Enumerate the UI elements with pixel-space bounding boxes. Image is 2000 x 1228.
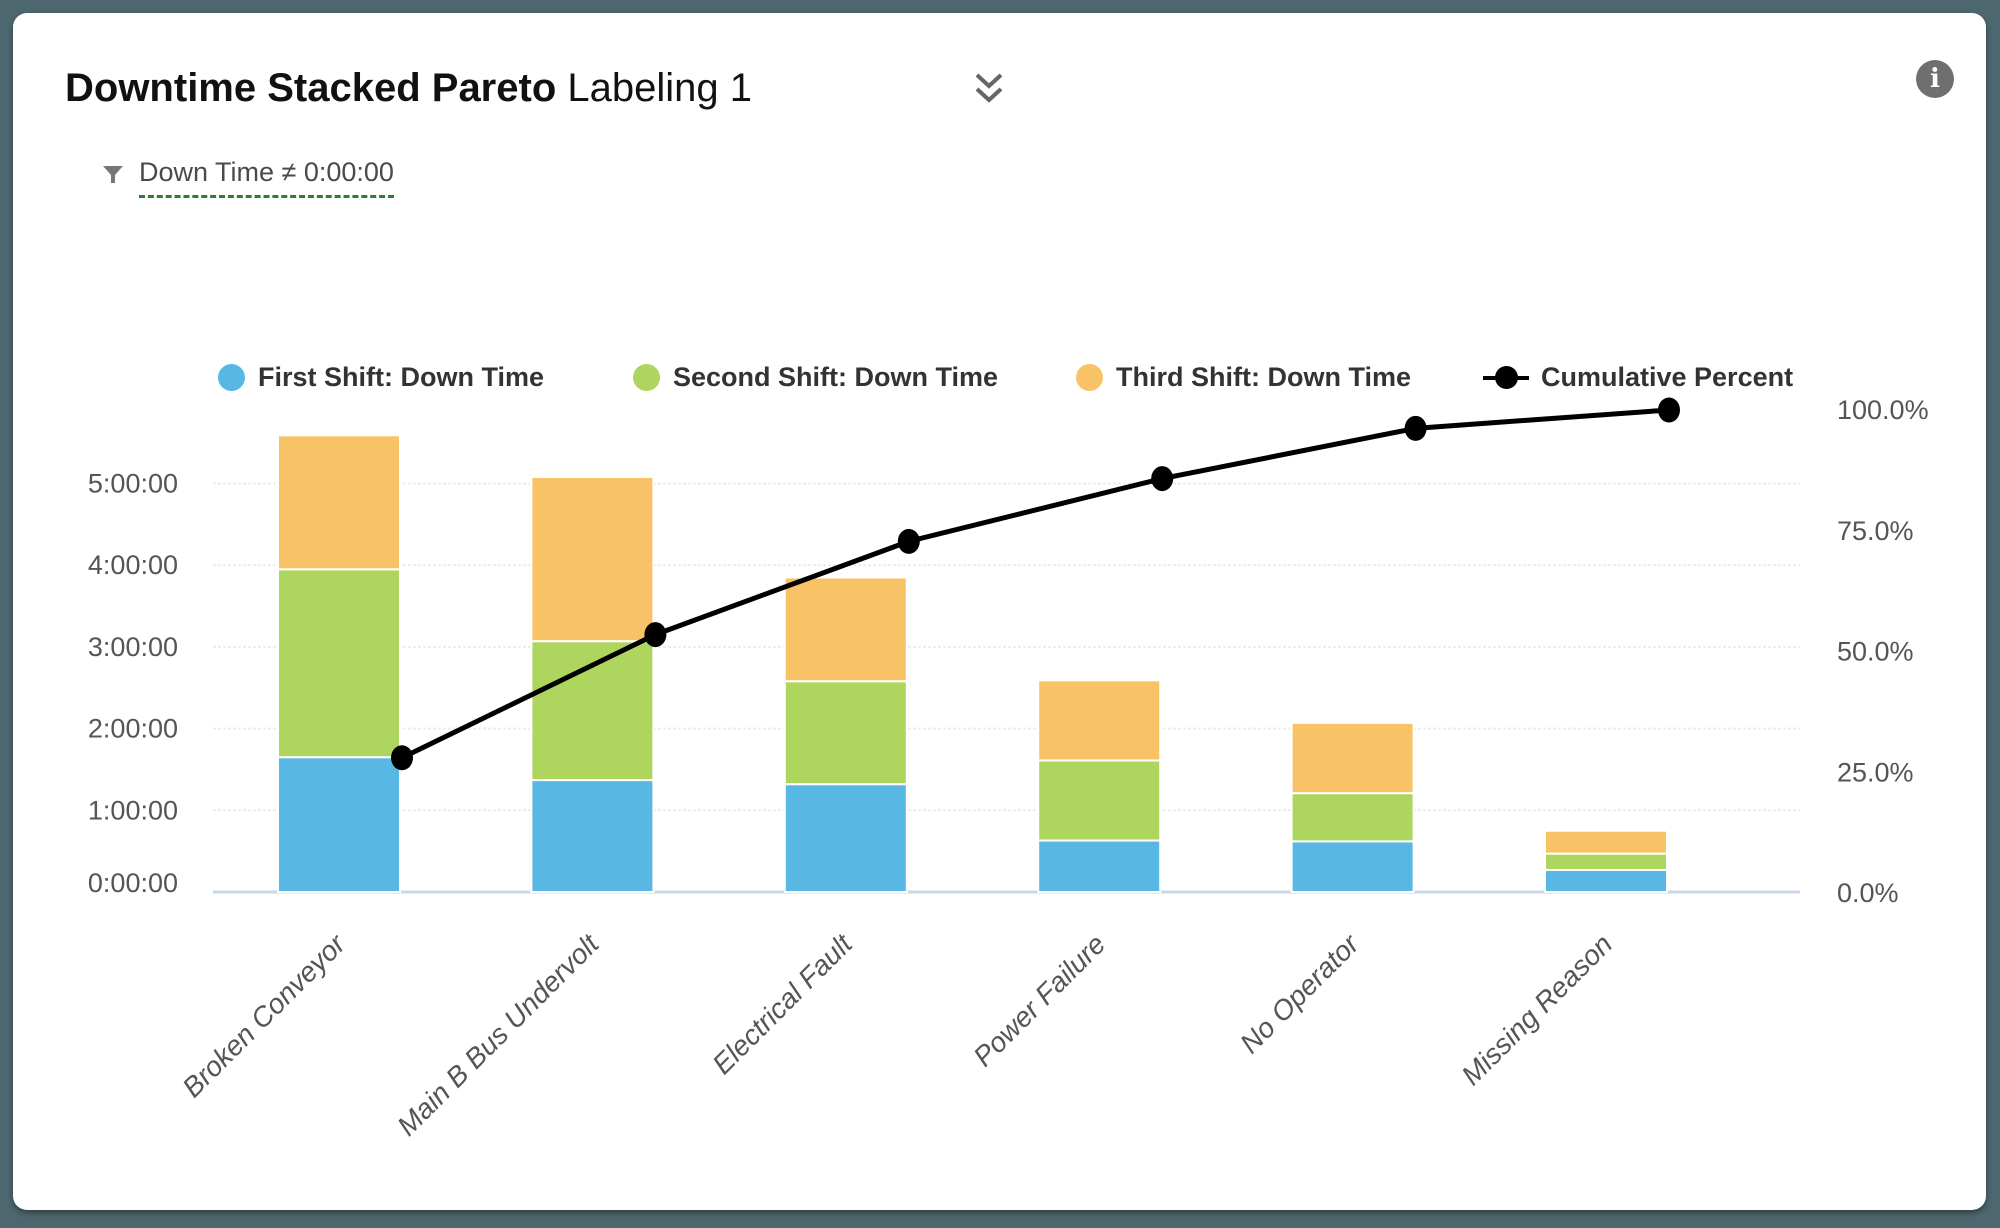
bar-segment-first-shift-missing-reason[interactable] [1544, 868, 1668, 893]
chart-card: Downtime Stacked Pareto Labeling 1 i Dow… [13, 13, 1986, 1210]
y-axis-right-tick-0: 0.0% [1837, 878, 1899, 908]
legend-item-cumulative-percent[interactable]: Cumulative Percent [1483, 361, 1793, 393]
bar-segment-first-shift-no-operator[interactable] [1290, 840, 1415, 894]
y-axis-left-tick-4: 4:00:00 [88, 550, 178, 580]
legend-item-first-shift[interactable]: First Shift: Down Time [218, 361, 544, 393]
legend-line-dot-icon [1483, 364, 1529, 391]
chart-title-suffix: Labeling 1 [556, 66, 752, 110]
y-axis-left-tick-2: 2:00:00 [88, 714, 178, 744]
funnel-icon [103, 166, 123, 183]
y-axis-left-tick-1: 1:00:00 [88, 795, 178, 825]
legend-item-second-shift[interactable]: Second Shift: Down Time [633, 361, 998, 393]
bar-segment-second-shift-no-operator[interactable] [1290, 792, 1415, 843]
bar-segment-second-shift-main-b-bus-undervolt[interactable] [530, 640, 655, 782]
y-axis-left-tick-0: 0:00:00 [88, 868, 178, 898]
x-axis-label-power-failure: Power Failure [967, 928, 1111, 1072]
legend-swatch-third-shift-icon [1076, 363, 1103, 391]
cumulative-point-missing-reason[interactable] [1658, 397, 1680, 423]
collapse-chevron-button[interactable] [965, 69, 1013, 113]
y-axis-right-tick-4: 100.0% [1837, 395, 1929, 425]
filter-expression: Down Time ≠ 0:00:00 [139, 157, 394, 198]
cumulative-point-no-operator[interactable] [1404, 415, 1427, 441]
bar-segment-third-shift-electrical-fault[interactable] [783, 576, 908, 683]
y-axis-right-tick-2: 50.0% [1837, 637, 1914, 667]
bar-segment-third-shift-broken-conveyor[interactable] [277, 434, 401, 571]
bar-segment-second-shift-power-failure[interactable] [1037, 759, 1162, 842]
bar-segment-first-shift-main-b-bus-undervolt[interactable] [530, 779, 655, 893]
x-axis-label-broken-conveyor: Broken Conveyor [176, 927, 352, 1103]
bar-segment-first-shift-power-failure[interactable] [1037, 839, 1162, 893]
x-axis-label-no-operator: No Operator [1234, 927, 1366, 1059]
pareto-chart: 0:00:00 1:00:00 2:00:00 3:00:00 4:00:00 5:00:… [88, 395, 1929, 1142]
y-axis-right-tick-3: 75.0% [1837, 516, 1914, 546]
y-axis-left-tick-3: 3:00:00 [88, 632, 178, 662]
bar-segment-third-shift-missing-reason[interactable] [1544, 829, 1668, 855]
x-axis-label-electrical-fault: Electrical Fault [706, 927, 859, 1080]
legend-swatch-second-shift-icon [633, 363, 660, 391]
info-icon[interactable]: i [1916, 60, 1954, 98]
page-title: Downtime Stacked Pareto Labeling 1 [65, 61, 752, 115]
chart-title-main: Downtime Stacked Pareto [65, 66, 557, 110]
cumulative-point-main-b-bus-undervolt[interactable] [644, 622, 667, 648]
legend-label-first-shift: First Shift: Down Time [258, 361, 545, 392]
cumulative-line [400, 407, 1670, 761]
bar-segment-first-shift-broken-conveyor[interactable] [277, 756, 401, 893]
bar-segment-second-shift-missing-reason[interactable] [1544, 852, 1668, 871]
bar-segment-second-shift-broken-conveyor[interactable] [277, 568, 401, 759]
bar-segment-second-shift-electrical-fault[interactable] [783, 680, 908, 786]
legend-item-third-shift[interactable]: Third Shift: Down Time [1076, 361, 1411, 393]
cumulative-point-electrical-fault[interactable] [897, 528, 920, 554]
double-chevron-down-icon [975, 73, 1003, 103]
bar-segment-first-shift-electrical-fault[interactable] [783, 783, 908, 894]
y-axis-left-tick-5: 5:00:00 [88, 469, 178, 499]
legend-label-cumulative-percent: Cumulative Percent [1541, 361, 1794, 392]
cumulative-point-power-failure[interactable] [1151, 466, 1174, 492]
filter-chip[interactable]: Down Time ≠ 0:00:00 [101, 157, 394, 203]
bar-segment-third-shift-no-operator[interactable] [1290, 721, 1415, 795]
cumulative-point-broken-conveyor[interactable] [391, 745, 413, 771]
x-axis-label-missing-reason: Missing Reason [1455, 928, 1618, 1091]
bar-segment-third-shift-main-b-bus-undervolt[interactable] [530, 475, 655, 643]
y-axis-right-tick-1: 25.0% [1837, 757, 1914, 787]
legend-swatch-first-shift-icon [218, 363, 245, 391]
legend-label-second-shift: Second Shift: Down Time [673, 361, 999, 392]
bar-segment-third-shift-power-failure[interactable] [1037, 679, 1162, 762]
legend-label-third-shift: Third Shift: Down Time [1116, 361, 1411, 392]
x-axis-label-main-b-bus-undervolt: Main B Bus Undervolt [391, 927, 605, 1141]
